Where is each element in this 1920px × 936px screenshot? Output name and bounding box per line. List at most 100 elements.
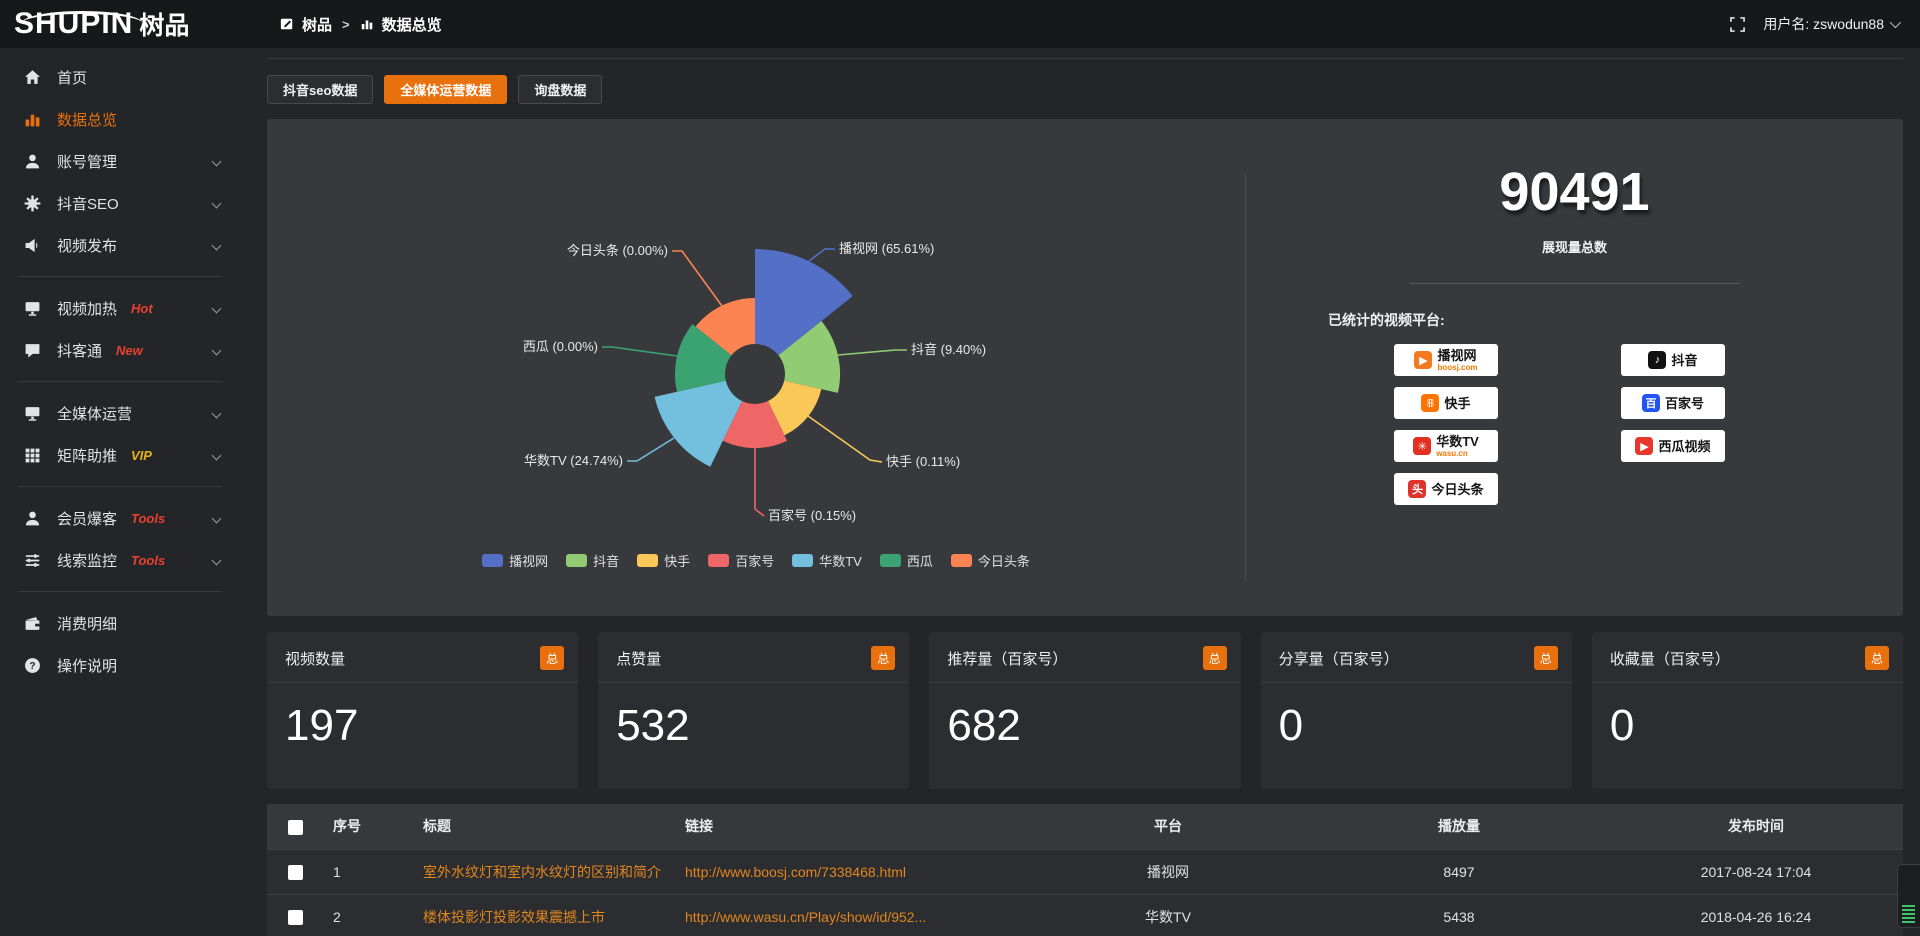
chevron-down-icon [211, 345, 222, 355]
sidebar-item-matrix-boost[interactable]: 矩阵助推 VIP [0, 434, 240, 476]
table-row: 2 楼体投影灯投影效果震撼上市 http://www.wasu.cn/Play/sh… [267, 893, 1903, 936]
total-badge[interactable]: 总 [1202, 646, 1227, 670]
breadcrumb-current[interactable]: 数据总览 [381, 16, 442, 34]
fullscreen-icon[interactable] [1730, 16, 1746, 32]
panel-divider [1245, 174, 1246, 581]
matrix-boost-icon [24, 447, 41, 464]
platform-subtext: wasu.cn [1436, 448, 1468, 458]
pie-slice-抖音[interactable] [778, 321, 841, 393]
legend-label: 华数TV [819, 554, 862, 569]
legend-label: 今日头条 [977, 554, 1030, 569]
legend-item-播视网[interactable]: 播视网 [482, 551, 548, 570]
cell-title-link[interactable]: 室外水纹灯和室内水纹灯的区别和简介 [413, 848, 675, 894]
sidebar-item-data-overview[interactable]: 数据总览 [0, 98, 240, 140]
row-checkbox[interactable] [287, 909, 303, 925]
legend-item-抖音[interactable]: 抖音 [566, 551, 619, 570]
breadcrumb: 树品 > 数据总览 [280, 14, 442, 35]
kuaishou-icon: 𝟠 [1421, 394, 1440, 412]
chevron-down-icon [1889, 16, 1902, 29]
sidebar-item-label: 视频发布 [57, 237, 118, 255]
legend-item-今日头条[interactable]: 今日头条 [950, 551, 1030, 570]
legend-item-西瓜[interactable]: 西瓜 [879, 551, 933, 570]
chevron-down-icon [211, 240, 222, 250]
sidebar-item-home[interactable]: 首页 [0, 56, 240, 98]
col-header: 标题 [413, 804, 675, 849]
sidebar-item-tag: Tools [131, 552, 166, 568]
sidebar-item-label: 账号管理 [57, 153, 118, 171]
stat-card-value: 0 [1278, 701, 1304, 750]
sidebar-item-lead-monitor[interactable]: 线索监控 Tools [0, 539, 240, 581]
sidebar-item-label: 会员爆客 [57, 510, 118, 528]
total-badge[interactable]: 总 [540, 646, 565, 670]
stat-card-2: 推荐量（百家号） 总 682 [929, 632, 1241, 789]
platform-badge-douyin[interactable]: ♪ 抖音 [1621, 344, 1725, 376]
pie-slice-西瓜[interactable] [675, 324, 732, 392]
total-badge[interactable]: 总 [1865, 646, 1890, 670]
total-badge[interactable]: 总 [1533, 646, 1558, 670]
cell-url-link[interactable]: http://www.wasu.cn/Play/show/id/952... [675, 893, 1027, 936]
sidebar-item-douyin-seo[interactable]: 抖音SEO [0, 182, 240, 224]
col-header: 链接 [675, 804, 1027, 849]
consumption-detail-icon [24, 615, 41, 632]
cell-url-link[interactable]: http://www.boosj.com/7338468.html [675, 848, 1027, 894]
sidebar-item-operation-guide[interactable]: ? 操作说明 [0, 644, 240, 686]
sidebar-item-label: 数据总览 [57, 111, 118, 129]
platform-badge-baijiahao[interactable]: 百百家号 [1621, 387, 1725, 419]
label-line [627, 437, 675, 462]
platform-name: 快手 [1444, 395, 1471, 411]
legend-item-百家号[interactable]: 百家号 [708, 551, 774, 570]
legend-item-华数TV[interactable]: 华数TV [792, 551, 862, 570]
tab-omni-media-data[interactable]: 全媒体运营数据 [384, 75, 508, 104]
table-header-row: 序号 标题 链接 平台 播放量 发布时间 [267, 804, 1903, 849]
tab-inquiry-data[interactable]: 询盘数据 [518, 75, 603, 104]
legend-item-快手[interactable]: 快手 [637, 551, 690, 570]
data-overview-icon [24, 111, 41, 128]
select-all-checkbox[interactable] [287, 819, 303, 835]
pie-slice-华数TV[interactable] [654, 380, 742, 467]
legend-color-chip [950, 554, 972, 567]
pie-slice-播视网[interactable] [755, 249, 853, 356]
sidebar-item-omni-media[interactable]: 全媒体运营 [0, 392, 240, 434]
platform-badge-xigua[interactable]: ▶ 西瓜视频 [1621, 430, 1725, 462]
platform-badge-boosj[interactable]: ▶ 播视网 boosj.com [1394, 344, 1498, 376]
chevron-down-icon [211, 513, 222, 523]
breadcrumb-separator: > [342, 16, 350, 32]
sidebar-item-tag: VIP [131, 447, 152, 463]
legend-label: 快手 [664, 554, 691, 569]
label-line [837, 349, 907, 356]
cell-title-link[interactable]: 楼体投影灯投影效果震撼上市 [413, 893, 675, 936]
stat-card-header: 分享量（百家号） 总 [1260, 632, 1572, 683]
sidebar-item-label: 视频加热 [57, 300, 118, 318]
user-menu[interactable]: 用户名: zswodun88 [1763, 14, 1902, 34]
douyin-icon: ♪ [1648, 351, 1667, 369]
sidebar-item-member-burst[interactable]: 会员爆客 Tools [0, 497, 240, 539]
platform-badge-kuaishou[interactable]: 𝟠 快手 [1394, 387, 1498, 419]
pie-slice-快手[interactable] [768, 380, 822, 436]
label-line [808, 248, 835, 262]
app-logo[interactable]: SHUPIN 树品 [0, 9, 240, 39]
sidebar-item-douketong[interactable]: 抖客通 New [0, 329, 240, 371]
stat-card-title: 推荐量（百家号） [947, 650, 1068, 668]
legend-color-chip [708, 554, 730, 567]
sidebar-item-label: 抖音SEO [57, 195, 119, 213]
breadcrumb-root[interactable]: 树品 [302, 16, 333, 34]
platform-badge-wasu[interactable]: ✳ 华数TV wasu.cn [1394, 430, 1498, 462]
sidebar-item-account-management[interactable]: 账号管理 [0, 140, 240, 182]
cell-platform: 华数TV [1027, 893, 1309, 936]
pie-slice-今日头条[interactable] [695, 298, 755, 356]
row-checkbox[interactable] [287, 864, 303, 880]
sidebar-item-video-heating[interactable]: 视频加热 Hot [0, 287, 240, 329]
pie-slice-百家号[interactable] [722, 401, 788, 449]
rose-pie-chart[interactable]: 播视网 (65.61%) 抖音 (9.40%) 快手 (0.11%) 百家号 (0.1… [267, 119, 1245, 547]
legend-color-chip [792, 554, 814, 567]
platform-badge-toutiao[interactable]: 头今日头条 [1394, 473, 1498, 505]
stat-card-header: 视频数量 总 [267, 632, 579, 683]
baijiahao-icon: 百 [1641, 394, 1660, 412]
platform-name: 抖音 [1671, 352, 1698, 368]
sidebar-item-video-publish[interactable]: 视频发布 [0, 224, 240, 266]
sidebar-item-consumption-detail[interactable]: 消费明细 [0, 602, 240, 644]
total-badge[interactable]: 总 [871, 646, 896, 670]
stat-card-3: 分享量（百家号） 总 0 [1260, 632, 1572, 789]
tab-douyin-seo-data[interactable]: 抖音seo数据 [267, 75, 374, 104]
floating-widget[interactable] [1897, 864, 1920, 928]
